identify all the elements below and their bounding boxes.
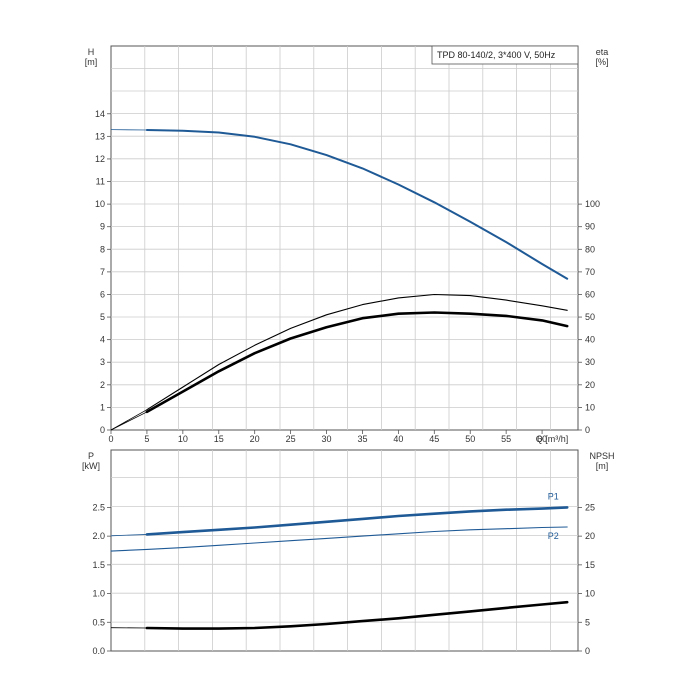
right-tick-label: 10 (585, 589, 595, 599)
title-box (431, 45, 579, 65)
right-tick-label: 10 (585, 402, 595, 412)
right-tick-label: 50 (585, 312, 595, 322)
left-tick-label: 0.0 (92, 646, 105, 656)
x-tick-label: 45 (429, 434, 439, 444)
left-tick-label: 1.0 (92, 589, 105, 599)
left-tick-label: 7 (100, 267, 105, 277)
left-axis-unit: [m] (85, 57, 98, 67)
series-label-P1: P1 (548, 491, 559, 501)
left-tick-label: 2.5 (92, 502, 105, 512)
x-tick-label: 0 (108, 434, 113, 444)
x-tick-label: 60 (537, 434, 547, 444)
series-lead-in-2 (110, 411, 148, 431)
right-axis-label: eta (596, 47, 609, 57)
left-axis-label: H (88, 47, 95, 57)
right-tick-label: 20 (585, 531, 595, 541)
left-tick-label: 0.5 (92, 617, 105, 627)
left-tick-label: 1.5 (92, 560, 105, 570)
left-tick-label: 14 (95, 109, 105, 119)
series-line-0 (145, 129, 569, 280)
left-tick-label: 4 (100, 335, 105, 345)
x-tick-label: 40 (393, 434, 403, 444)
chart-title: TPD 80-140/2, 3*400 V, 50Hz (437, 50, 556, 60)
right-tick-label: 90 (585, 222, 595, 232)
x-tick-label: 30 (322, 434, 332, 444)
right-tick-label: 15 (585, 560, 595, 570)
series-line-2 (145, 311, 569, 414)
left-tick-label: 10 (95, 199, 105, 209)
right-tick-label: 40 (585, 335, 595, 345)
x-tick-label: 25 (286, 434, 296, 444)
x-tick-label: 5 (144, 434, 149, 444)
left-tick-label: 2.0 (92, 531, 105, 541)
right-tick-label: 0 (585, 646, 590, 656)
left-tick-label: 13 (95, 131, 105, 141)
x-tick-label: 20 (250, 434, 260, 444)
left-axis-unit: [kW] (82, 461, 100, 471)
right-axis-unit: [%] (595, 57, 608, 67)
series-line-2 (145, 600, 569, 630)
left-tick-label: 2 (100, 380, 105, 390)
right-tick-label: 70 (585, 267, 595, 277)
right-tick-label: 80 (585, 244, 595, 254)
right-tick-label: 60 (585, 289, 595, 299)
x-tick-label: 10 (178, 434, 188, 444)
right-tick-label: 100 (585, 199, 600, 209)
series-line-1 (110, 526, 568, 552)
plot-frame (110, 45, 579, 431)
series-label-P2: P2 (548, 531, 559, 541)
x-tick-label: 35 (357, 434, 367, 444)
x-tick-label: 50 (465, 434, 475, 444)
x-axis-label: Q [m³/h] (536, 434, 569, 444)
left-tick-label: 8 (100, 244, 105, 254)
left-tick-label: 1 (100, 402, 105, 412)
right-axis-label: NPSH (589, 451, 614, 461)
right-tick-label: 30 (585, 357, 595, 367)
left-tick-label: 12 (95, 154, 105, 164)
x-tick-label: 55 (501, 434, 511, 444)
plot-frame (110, 449, 579, 652)
right-axis-unit: [m] (596, 461, 609, 471)
series-extrapolation-0 (110, 534, 147, 537)
right-tick-label: 5 (585, 617, 590, 627)
right-tick-label: 20 (585, 380, 595, 390)
x-tick-label: 15 (214, 434, 224, 444)
head-efficiency-chart: 0123456789101112131401020304050607080901… (85, 45, 609, 444)
right-tick-label: 0 (585, 425, 590, 435)
left-tick-label: 9 (100, 222, 105, 232)
left-tick-label: 3 (100, 357, 105, 367)
right-tick-label: 25 (585, 502, 595, 512)
left-axis-label: P (88, 451, 94, 461)
series-line-0 (145, 506, 569, 536)
left-tick-label: 11 (96, 177, 105, 187)
left-tick-label: 6 (100, 289, 105, 299)
left-tick-label: 5 (100, 312, 105, 322)
series-line-1 (146, 293, 568, 411)
left-tick-label: 0 (100, 425, 105, 435)
power-npsh-chart: 0.0 0.5 1.0 1.5 2.0 2.5 0 5 10 15 20 25 P[kW] NPSH[m]… (82, 449, 615, 656)
